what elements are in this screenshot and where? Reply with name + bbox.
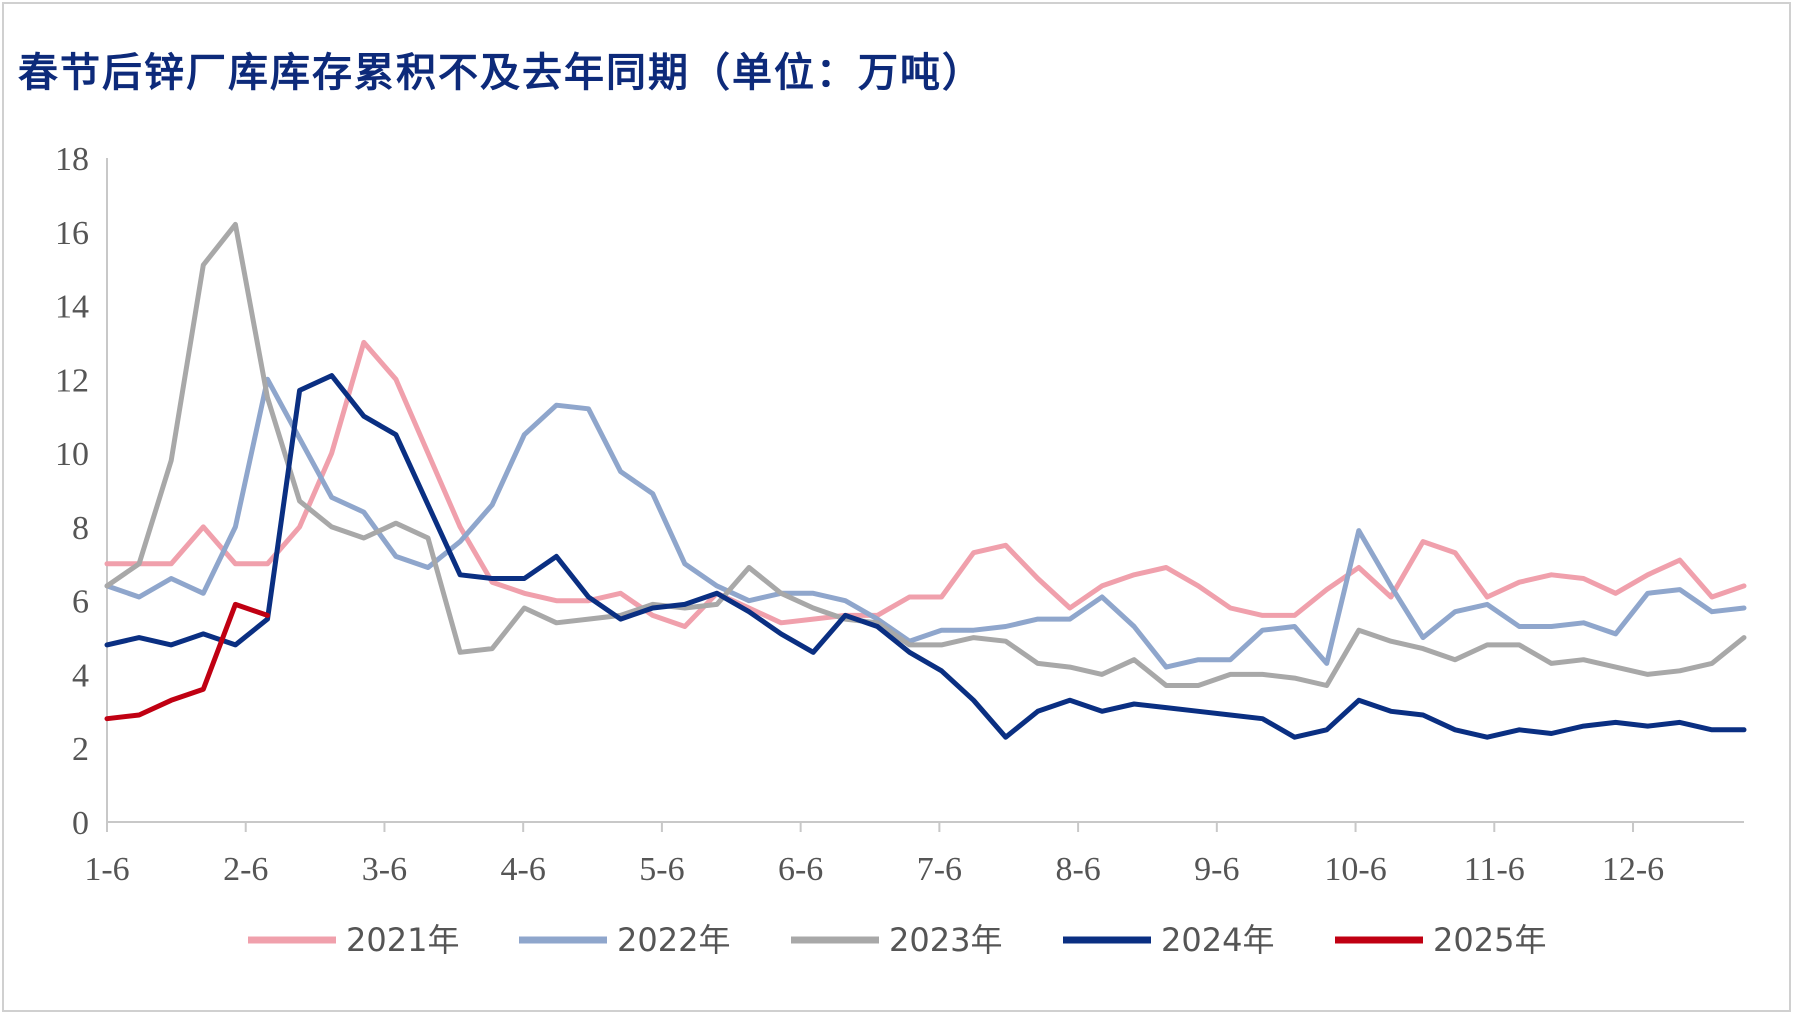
series-line-2025 xyxy=(104,601,270,722)
y-tick-label: 8 xyxy=(72,510,89,547)
x-tick-label: 7-6 xyxy=(917,851,962,888)
series-line-2024 xyxy=(104,373,1747,740)
y-tick-label: 18 xyxy=(55,141,89,178)
y-tick-label: 2 xyxy=(72,731,89,768)
x-tick-label: 10-6 xyxy=(1324,851,1386,888)
x-tick-label: 9-6 xyxy=(1194,851,1239,888)
y-tick-label: 10 xyxy=(55,436,89,473)
legend-label: 2022年 xyxy=(617,921,730,959)
series-line-2022 xyxy=(104,376,1747,670)
axes: 0 2 4 6 8 10 12 14 16 18 1-6 2-6 3-6 4-6 5-6 6-6 7-6 8-6 9… xyxy=(55,141,1744,888)
x-tick-label: 2-6 xyxy=(223,851,268,888)
x-tick-label: 12-6 xyxy=(1602,851,1664,888)
legend: 2021年 2022年 2023年 2024年 2025年 xyxy=(248,921,1546,959)
y-tick-label: 14 xyxy=(55,289,89,326)
y-tick-label: 4 xyxy=(72,657,89,694)
x-tick-label: 6-6 xyxy=(778,851,823,888)
legend-label: 2021年 xyxy=(346,921,459,959)
y-tick-label: 0 xyxy=(72,805,89,842)
legend-label: 2023年 xyxy=(889,921,1002,959)
x-tick-label: 4-6 xyxy=(501,851,546,888)
series-lines xyxy=(104,221,1747,740)
series-line-2023 xyxy=(104,221,1747,688)
x-tick-label: 8-6 xyxy=(1055,851,1100,888)
x-tick-label: 3-6 xyxy=(362,851,407,888)
x-tick-label: 5-6 xyxy=(639,851,684,888)
y-tick-label: 12 xyxy=(55,362,89,399)
series-line-2021 xyxy=(104,339,1747,629)
y-tick-label: 6 xyxy=(72,584,89,621)
x-tick-label: 1-6 xyxy=(84,851,129,888)
legend-label: 2025年 xyxy=(1433,921,1546,959)
x-tick-label: 11-6 xyxy=(1464,851,1525,888)
y-tick-label: 16 xyxy=(55,215,89,252)
legend-label: 2024年 xyxy=(1161,921,1274,959)
chart-title: 春节后锌厂库库存累积不及去年同期（单位：万吨） xyxy=(18,50,984,96)
